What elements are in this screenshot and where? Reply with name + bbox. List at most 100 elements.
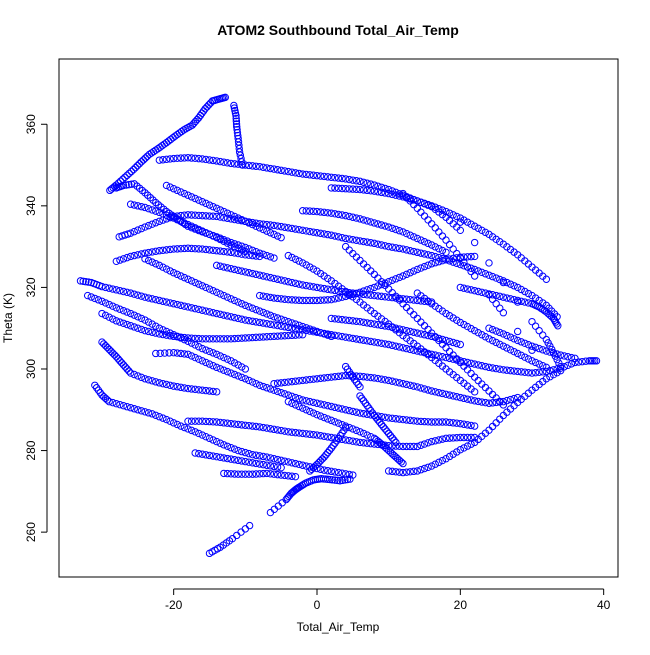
data-point: [187, 154, 196, 162]
data-point: [410, 267, 418, 275]
data-point: [467, 440, 475, 448]
data-point: [255, 291, 264, 300]
data-point: [148, 248, 156, 256]
data-point: [517, 285, 525, 294]
data-point: [324, 467, 332, 475]
data-point: [232, 114, 240, 123]
data-point: [488, 291, 497, 299]
data-point: [345, 185, 353, 193]
data-point: [105, 397, 113, 406]
data-point: [148, 377, 156, 385]
data-point: [87, 293, 95, 301]
data-point: [399, 344, 407, 352]
data-point: [273, 463, 282, 471]
data-point: [338, 293, 346, 301]
data-point: [424, 418, 432, 426]
data-point: [306, 263, 314, 271]
data-point: [474, 397, 482, 406]
data-point: [202, 417, 210, 426]
data-point: [216, 262, 224, 270]
data-point: [442, 455, 450, 463]
data-point: [220, 158, 228, 166]
data-point: [202, 283, 210, 292]
data-point: [413, 467, 422, 475]
data-point: [295, 460, 303, 469]
data-point: [119, 306, 128, 315]
data-point: [334, 210, 343, 219]
data-point: [252, 451, 260, 459]
data-point: [281, 316, 289, 325]
data-point: [349, 176, 357, 184]
data-point: [345, 316, 353, 325]
data-point: [363, 291, 371, 299]
data-point: [424, 200, 432, 209]
data-point: [234, 361, 242, 369]
data-point: [327, 173, 336, 181]
data-point: [259, 382, 267, 391]
data-point: [238, 315, 246, 323]
data-point: [374, 440, 382, 449]
data-point: [173, 216, 181, 224]
data-point: [295, 377, 303, 385]
data-point: [202, 212, 210, 220]
data-point: [205, 285, 214, 293]
data-point: [324, 285, 332, 293]
data-point: [295, 257, 303, 265]
data-point: [377, 183, 386, 191]
data-point: [164, 137, 173, 145]
data-point: [363, 319, 371, 327]
data-point: [255, 460, 264, 468]
data-point: [134, 324, 142, 332]
data-point: [166, 155, 174, 163]
data-point: [424, 239, 432, 248]
data-point: [542, 363, 551, 372]
data-point: [424, 216, 432, 224]
data-point: [238, 216, 246, 224]
data-point: [485, 399, 493, 407]
data-point: [481, 333, 490, 341]
data-point: [367, 373, 375, 382]
data-point: [209, 212, 217, 220]
data-point: [535, 344, 543, 353]
data-point: [324, 448, 332, 457]
data-point: [187, 352, 196, 360]
data-point: [402, 468, 411, 476]
data-point: [463, 366, 472, 374]
data-point: [359, 373, 368, 381]
data-point: [327, 184, 336, 192]
data-point: [309, 265, 318, 273]
data-point: [338, 469, 346, 477]
data-point: [241, 470, 250, 478]
data-point: [173, 270, 181, 279]
data-point: [144, 318, 153, 326]
data-point: [320, 284, 328, 293]
data-point: [216, 352, 224, 360]
data-point: [456, 318, 465, 327]
data-point: [427, 332, 436, 341]
data-point: [417, 318, 425, 326]
data-point: [352, 236, 361, 245]
data-point: [513, 349, 522, 358]
data-point: [227, 313, 235, 321]
data-point: [499, 330, 508, 338]
data-point: [234, 456, 242, 465]
data-point: [119, 255, 128, 263]
data-point: [220, 419, 228, 427]
data-point: [198, 245, 207, 253]
data-point: [402, 194, 411, 202]
data-point: [130, 405, 138, 413]
data-point: [141, 316, 149, 324]
data-point: [195, 154, 203, 163]
data-point: [248, 317, 257, 325]
data-point: [155, 156, 164, 164]
data-point: [345, 235, 353, 243]
data-point: [284, 295, 293, 304]
data-point: [492, 398, 500, 407]
data-point: [463, 433, 472, 442]
data-point: [453, 393, 461, 401]
data-point: [341, 242, 350, 251]
data-point: [295, 402, 303, 411]
data-point: [212, 261, 221, 270]
data-point: [195, 355, 203, 363]
data-point: [76, 277, 85, 285]
